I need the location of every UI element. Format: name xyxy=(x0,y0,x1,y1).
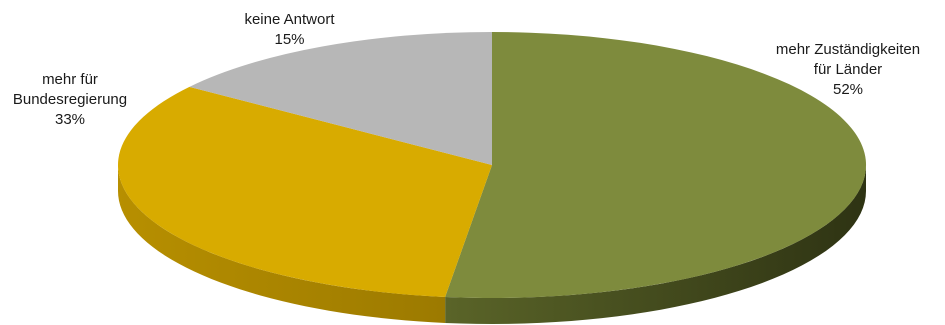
slice-value-bundesregierung: 33% xyxy=(54,111,86,128)
slice-label-laender: mehr Zuständigkeiten für Länder 52% xyxy=(748,40,945,100)
pie-side-0 xyxy=(445,165,866,324)
slice-label-laender-line-1: mehr Zuständigkeiten xyxy=(775,41,921,58)
slice-label-bundesregierung-line-1: mehr für xyxy=(42,71,98,88)
slice-label-bundesregierung-line-2: Bundesregierung xyxy=(12,91,128,108)
slice-value-laender: 52% xyxy=(832,81,864,98)
pie-side-walls xyxy=(118,165,866,324)
slice-label-keine-antwort-line-1: keine Antwort xyxy=(244,11,335,28)
pie-top-faces xyxy=(117,32,867,298)
pie-side-1 xyxy=(118,165,446,323)
pie-slice-1 xyxy=(117,86,492,297)
pie-slice-2 xyxy=(189,32,492,165)
slice-value-keine-antwort: 15% xyxy=(274,31,305,48)
slice-label-keine-antwort: keine Antwort 15% xyxy=(207,10,372,50)
slice-label-bundesregierung: mehr für Bundesregierung 33% xyxy=(0,70,140,130)
slice-label-laender-line-2: für Länder xyxy=(813,61,883,78)
pie-slice-0 xyxy=(445,32,867,298)
